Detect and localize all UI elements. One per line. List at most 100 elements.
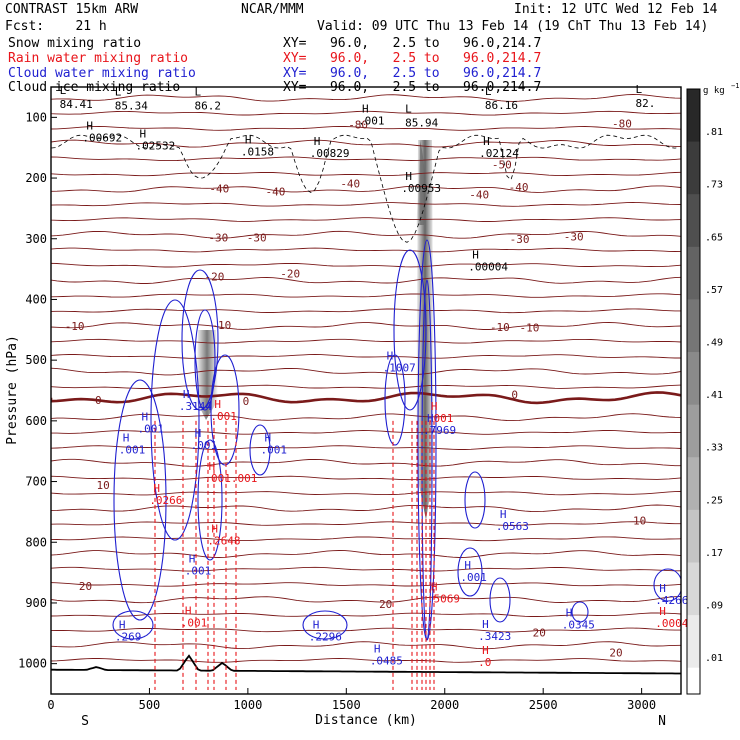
max-value-label: .3423 bbox=[478, 630, 511, 643]
temperature-contour bbox=[51, 391, 681, 405]
min-value-label: 86.2 bbox=[195, 100, 222, 113]
max-marker: H bbox=[482, 644, 489, 657]
colorbar-swatch bbox=[687, 457, 700, 511]
temperature-label: -30 bbox=[247, 232, 267, 245]
max-value-label: .001 bbox=[427, 412, 454, 425]
temperature-contour bbox=[51, 596, 681, 604]
temperature-contour bbox=[51, 384, 681, 389]
x-tick-label: 2000 bbox=[430, 698, 459, 712]
temperature-contour bbox=[51, 658, 681, 663]
colorbar-label: .57 bbox=[705, 285, 723, 296]
max-marker: H bbox=[314, 135, 321, 148]
field-xy-cloud-water: XY= 96.0, 2.5 to 96.0,214.7 bbox=[283, 66, 542, 81]
max-value-label: .001.001 bbox=[204, 472, 257, 485]
max-value-label: .3144 bbox=[179, 400, 212, 413]
max-marker: H bbox=[245, 134, 252, 147]
min-marker: L bbox=[405, 103, 412, 116]
max-marker: H bbox=[387, 350, 394, 363]
temperature-contour bbox=[51, 367, 681, 376]
temperature-label: -20 bbox=[280, 267, 300, 280]
max-marker: H bbox=[183, 388, 190, 401]
max-value-label: .4266 bbox=[655, 594, 688, 607]
temperature-contour bbox=[51, 276, 681, 284]
temperature-contour bbox=[51, 338, 681, 344]
colorbar-unit: g kg bbox=[703, 86, 725, 96]
temperature-contour bbox=[51, 354, 681, 359]
cloud-water-contour bbox=[571, 601, 589, 623]
temperature-label: 20 bbox=[379, 598, 392, 611]
max-marker: H bbox=[123, 432, 130, 445]
max-marker: H bbox=[566, 606, 573, 619]
max-value-label: .7969 bbox=[423, 424, 456, 437]
min-value-label: 84.41 bbox=[60, 98, 93, 111]
temperature-label: -80 bbox=[348, 119, 368, 132]
temperature-contour bbox=[51, 308, 681, 314]
colorbar-swatch bbox=[687, 404, 700, 458]
cloud-water-contour bbox=[384, 354, 406, 446]
cloud-water-contour bbox=[302, 610, 348, 640]
max-marker: H bbox=[214, 398, 221, 411]
max-marker: H bbox=[483, 135, 490, 148]
max-value-label: .0485 bbox=[370, 654, 403, 667]
x-tick-label: 1000 bbox=[233, 698, 262, 712]
colorbar-label: .65 bbox=[705, 232, 723, 243]
max-marker: H bbox=[431, 580, 438, 593]
max-value-label: .5069 bbox=[427, 592, 460, 605]
colorbar-label: .33 bbox=[705, 443, 723, 454]
max-value-label: .00829 bbox=[310, 147, 350, 160]
max-value-label: .02532 bbox=[136, 140, 176, 153]
temperature-label: 20 bbox=[533, 627, 546, 640]
max-value-label: .269 bbox=[115, 631, 142, 644]
temperature-contour bbox=[51, 612, 681, 617]
plot-frame bbox=[50, 86, 682, 695]
temperature-label: -40 bbox=[209, 182, 229, 195]
temperature-contour bbox=[51, 185, 681, 193]
temperature-contour bbox=[51, 230, 681, 239]
temperature-label: -30 bbox=[208, 232, 228, 245]
cloud-water-contour bbox=[393, 249, 427, 411]
cloud-water-contour bbox=[249, 424, 271, 476]
temperature-contour bbox=[51, 566, 681, 572]
max-marker: H bbox=[659, 582, 666, 595]
temperature-contour bbox=[51, 110, 681, 116]
x-tick-label: 500 bbox=[139, 698, 161, 712]
cloud-water-contour bbox=[112, 610, 154, 640]
max-marker: H bbox=[265, 432, 272, 445]
colorbar-unit-exponent: −1 bbox=[731, 82, 739, 90]
y-tick-label: 900 bbox=[25, 596, 47, 610]
x-tick-label: 1500 bbox=[332, 698, 361, 712]
y-tick-label: 300 bbox=[25, 232, 47, 246]
min-value-label: 85.94 bbox=[405, 117, 438, 130]
temperature-contour bbox=[51, 641, 681, 650]
max-value-label: .001 bbox=[210, 410, 237, 423]
max-marker: H bbox=[362, 103, 369, 116]
temperature-label: -30 bbox=[564, 230, 584, 243]
temperature-label: -30 bbox=[510, 233, 530, 246]
y-tick-label: 600 bbox=[25, 414, 47, 428]
temperature-label: 20 bbox=[79, 580, 92, 593]
max-value-label: .001 bbox=[261, 444, 288, 457]
max-marker: H bbox=[405, 170, 412, 183]
min-value-label: 86.16 bbox=[485, 99, 518, 112]
max-marker: H bbox=[482, 618, 489, 631]
min-marker: L bbox=[115, 86, 122, 99]
y-tick-label: 200 bbox=[25, 171, 47, 185]
temperature-contour bbox=[51, 139, 681, 148]
temperature-contour bbox=[51, 156, 681, 162]
field-name-snow: Snow mixing ratio bbox=[8, 36, 142, 51]
temperature-contour bbox=[51, 217, 681, 222]
colorbar-swatch bbox=[687, 562, 700, 616]
cloud-water-contour bbox=[194, 309, 216, 411]
cloud-water-contour bbox=[181, 269, 219, 411]
temperature-label: 10 bbox=[97, 479, 110, 492]
x-axis-title: Distance (km) bbox=[315, 713, 417, 728]
temperature-label: -10 bbox=[65, 320, 85, 333]
colorbar-swatch bbox=[687, 246, 700, 301]
max-value-label: .02124 bbox=[479, 147, 519, 160]
field-xy-rain: XY= 96.0, 2.5 to 96.0,214.7 bbox=[283, 51, 542, 66]
temperature-label: -10 bbox=[490, 321, 510, 334]
temperature-contour bbox=[51, 322, 681, 330]
colorbar-label: .25 bbox=[705, 495, 723, 506]
max-marker: H bbox=[119, 619, 126, 632]
